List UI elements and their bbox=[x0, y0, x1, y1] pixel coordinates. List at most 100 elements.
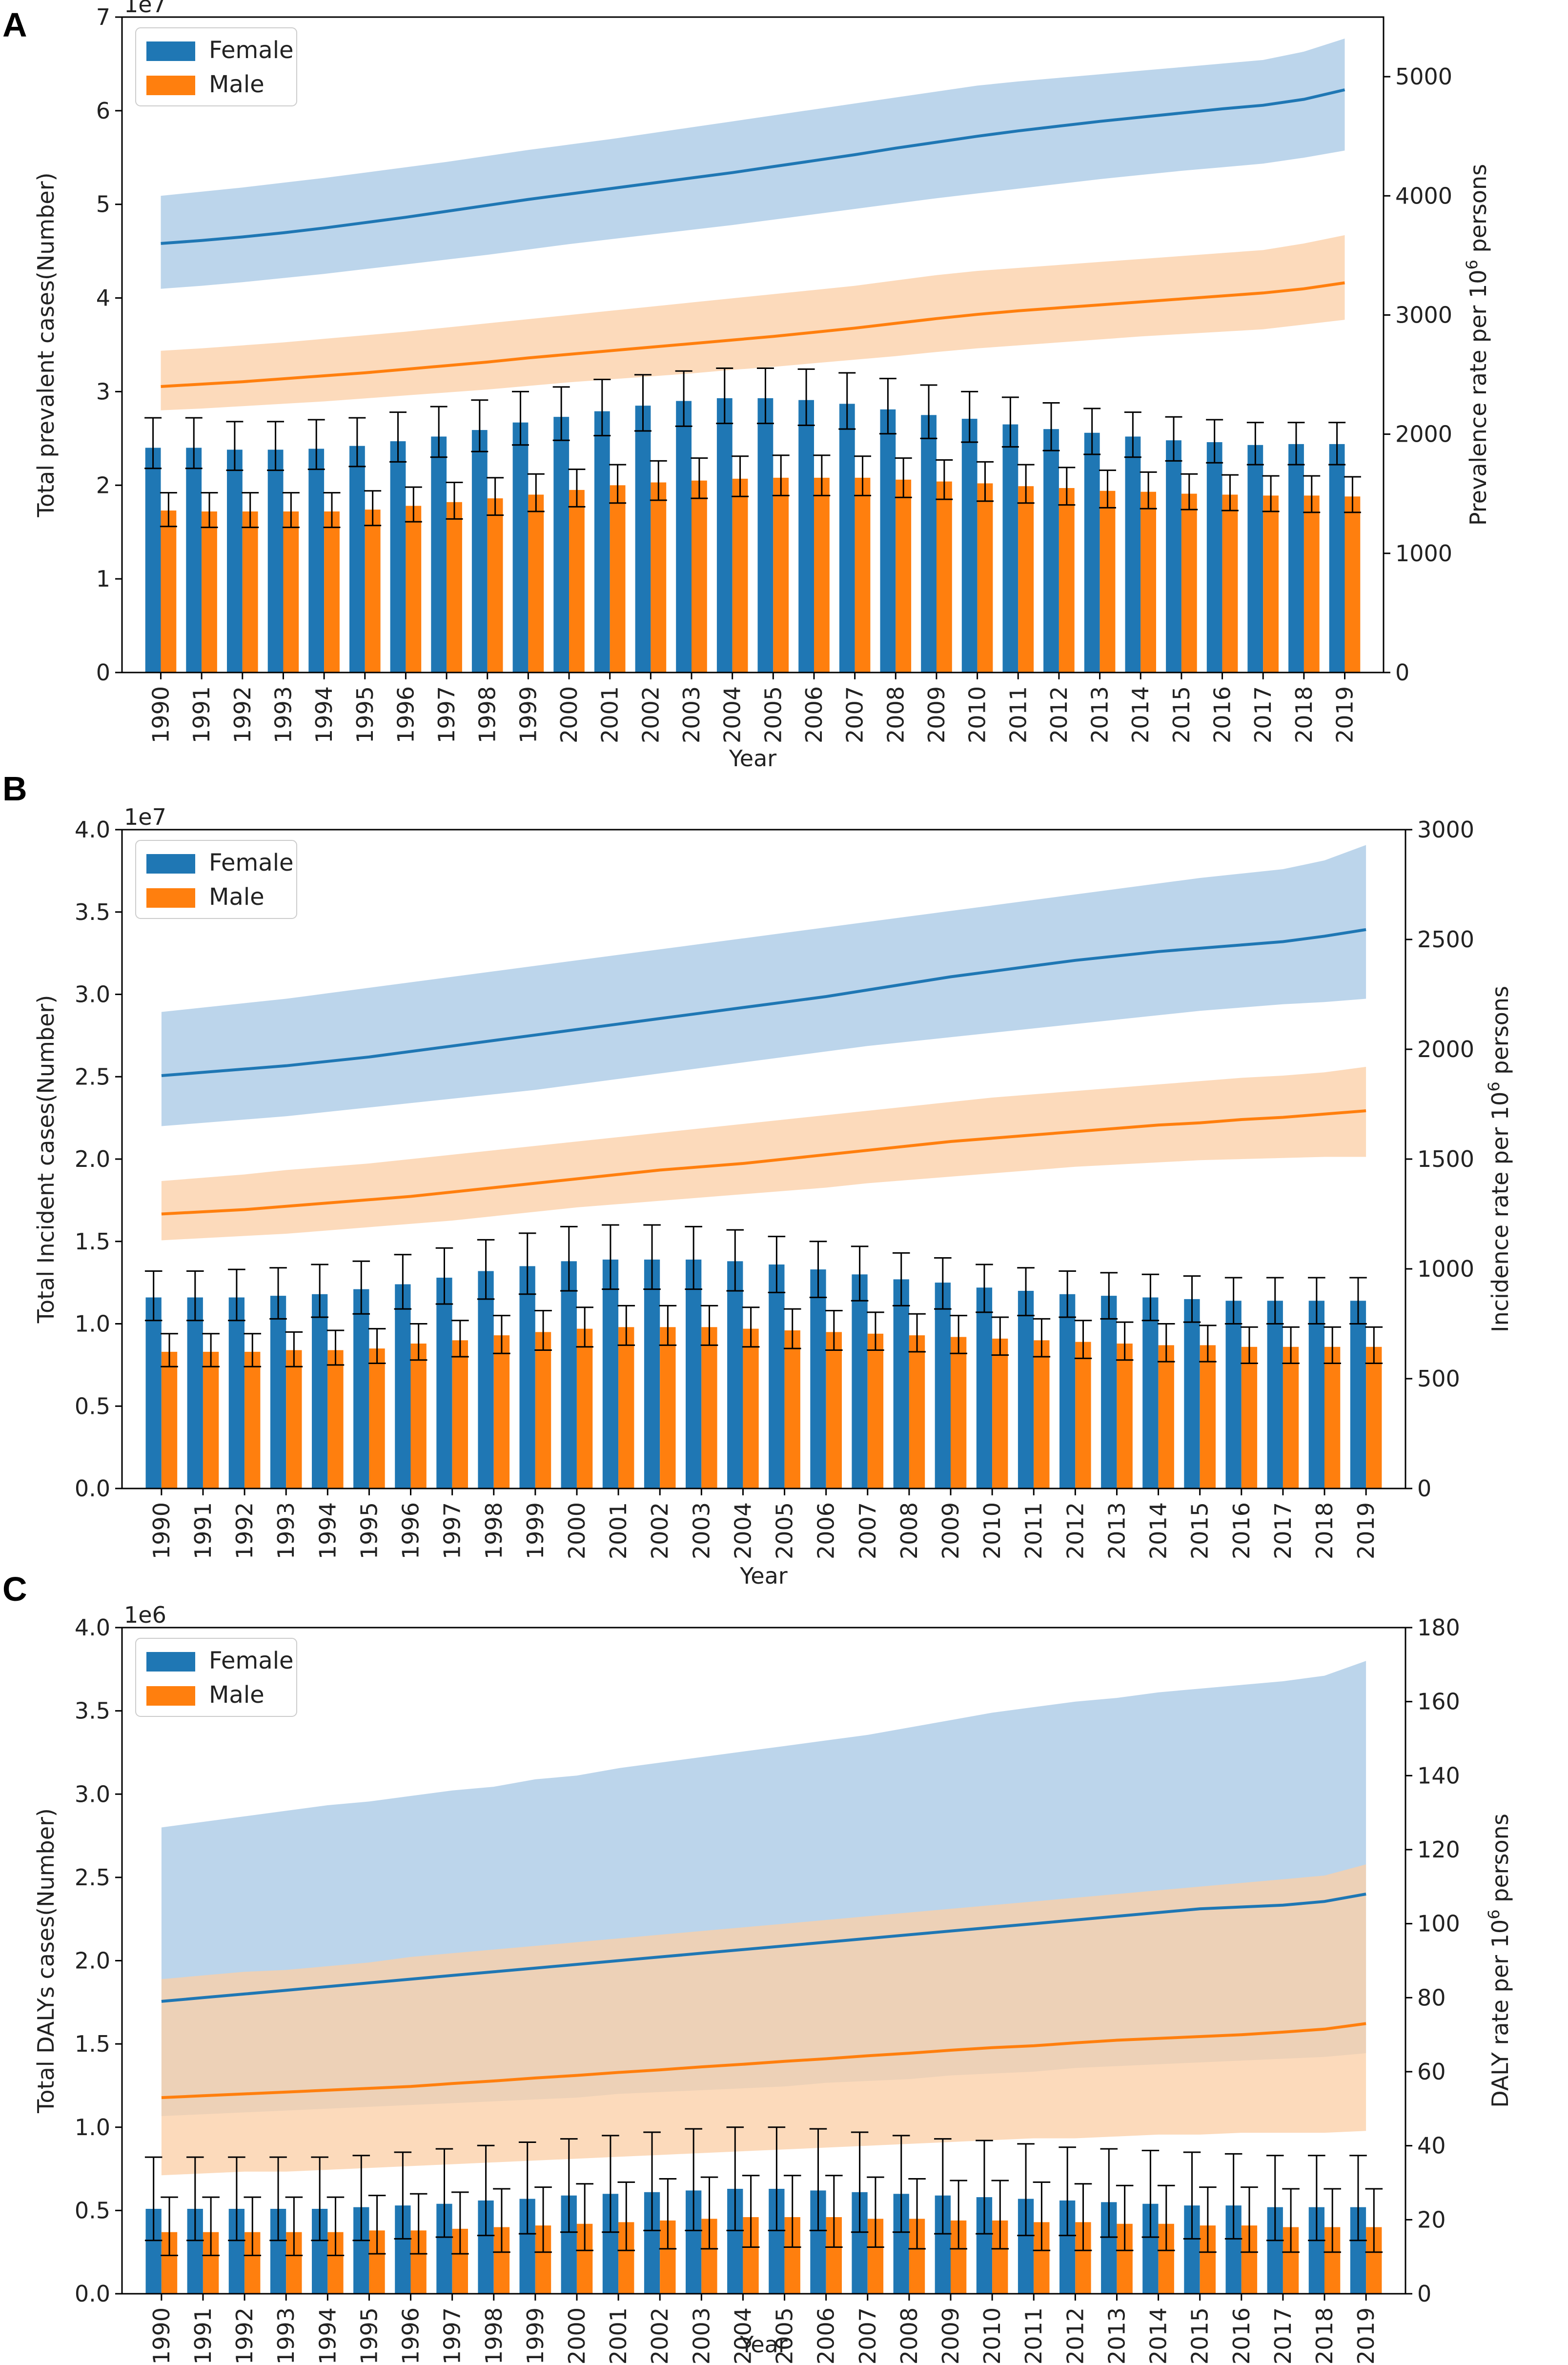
bar-male-1992 bbox=[244, 1351, 261, 1488]
bar-male-2004 bbox=[732, 478, 748, 673]
bar-male-1996 bbox=[406, 506, 422, 673]
ytick-label-left: 2.0 bbox=[75, 1146, 110, 1172]
legend-swatch-male bbox=[146, 1686, 195, 1706]
xtick-label: 2009 bbox=[937, 2307, 964, 2365]
xtick-label: 1993 bbox=[273, 2307, 299, 2365]
bar-female-1996 bbox=[390, 441, 406, 673]
line-male-rate bbox=[161, 2022, 1366, 2100]
xtick-label: 1999 bbox=[515, 686, 541, 743]
bar-male-2000 bbox=[569, 489, 585, 673]
ytick-label-left: 0 bbox=[96, 659, 110, 686]
bar-female-1994 bbox=[312, 1294, 328, 1489]
xtick-label: 2000 bbox=[564, 2307, 590, 2365]
xtick-label: 2009 bbox=[923, 686, 950, 743]
bar-female-1996 bbox=[395, 1284, 411, 1488]
legend-swatch-female bbox=[146, 41, 195, 61]
bar-male-2010 bbox=[977, 483, 993, 673]
xtick-label: 1996 bbox=[398, 1502, 424, 1559]
xtick-label: 2007 bbox=[855, 1502, 881, 1559]
bar-male-1997 bbox=[452, 1340, 468, 1489]
xtick-label: 1991 bbox=[188, 686, 215, 743]
bar-female-2011 bbox=[1018, 1291, 1034, 1488]
xtick-label: 2002 bbox=[647, 1502, 673, 1559]
xtick-label: 1997 bbox=[433, 686, 460, 743]
xtick-label: 2011 bbox=[1005, 686, 1031, 743]
bar-male-2003 bbox=[701, 1327, 717, 1489]
xtick-label: 1998 bbox=[474, 686, 501, 743]
legend-swatch-female bbox=[146, 1652, 195, 1672]
bar-female-2015 bbox=[1166, 440, 1181, 673]
xtick-label: 1992 bbox=[231, 2307, 258, 2365]
ytick-label-left: 0.0 bbox=[75, 1475, 110, 1502]
xtick-label: 1997 bbox=[439, 2307, 466, 2365]
xtick-label: 2018 bbox=[1311, 2307, 1338, 2365]
ytick-label-left: 1.0 bbox=[75, 1311, 110, 1337]
bar-female-2014 bbox=[1142, 1297, 1159, 1488]
xtick-label: 1997 bbox=[439, 1502, 466, 1559]
xaxis-label: Year bbox=[729, 745, 776, 772]
ytick-label-right: 0 bbox=[1417, 1475, 1431, 1502]
xtick-label: 1990 bbox=[148, 2307, 175, 2365]
bar-female-2007 bbox=[839, 404, 855, 673]
xtick-label: 1999 bbox=[522, 2307, 549, 2365]
bar-male-2018 bbox=[1303, 495, 1320, 673]
ytick-label-right: 4000 bbox=[1395, 183, 1452, 209]
bar-male-2009 bbox=[951, 1337, 967, 1488]
ytick-label-right: 1000 bbox=[1417, 1256, 1474, 1282]
xtick-label: 2009 bbox=[937, 1502, 964, 1559]
bar-male-2013 bbox=[1117, 1344, 1133, 1488]
ytick-label-right: 1000 bbox=[1395, 540, 1452, 567]
bar-female-2001 bbox=[594, 411, 610, 673]
xtick-label: 2012 bbox=[1062, 1502, 1088, 1559]
bar-male-2015 bbox=[1200, 1345, 1216, 1488]
bar-male-1999 bbox=[528, 494, 544, 673]
xtick-label: 2011 bbox=[1020, 2307, 1047, 2365]
ytick-label-right: 180 bbox=[1417, 1614, 1460, 1641]
panel-letter: A bbox=[2, 6, 27, 44]
bar-female-2013 bbox=[1084, 432, 1100, 673]
bar-male-2014 bbox=[1158, 1345, 1174, 1488]
legend-label-female: Female bbox=[209, 849, 294, 877]
xtick-label: 1999 bbox=[522, 1502, 549, 1559]
bar-female-2015 bbox=[1184, 1299, 1200, 1488]
bar-male-1993 bbox=[283, 511, 299, 673]
xtick-label: 2002 bbox=[637, 686, 664, 743]
legend: Female Male bbox=[135, 27, 297, 106]
band-male-rate bbox=[161, 1864, 1366, 2176]
panel-letter: C bbox=[2, 1570, 27, 1608]
ytick-label-left: 3 bbox=[96, 378, 110, 405]
bar-female-1995 bbox=[353, 1289, 369, 1488]
bar-female-1997 bbox=[436, 1278, 452, 1488]
bar-male-2016 bbox=[1241, 1346, 1258, 1489]
xtick-label: 2016 bbox=[1228, 1502, 1255, 1559]
bar-female-2011 bbox=[1002, 424, 1018, 673]
xtick-label: 2003 bbox=[688, 1502, 714, 1559]
xtick-label: 1994 bbox=[314, 1502, 341, 1559]
xtick-label: 2018 bbox=[1311, 1502, 1338, 1559]
xtick-label: 1994 bbox=[311, 686, 337, 743]
legend-swatch-male bbox=[146, 76, 195, 95]
line-female-rate bbox=[161, 88, 1345, 245]
bar-male-1999 bbox=[535, 1332, 551, 1488]
legend: Female Male bbox=[135, 1638, 297, 1717]
ytick-label-right: 120 bbox=[1417, 1836, 1460, 1863]
xtick-label: 1990 bbox=[147, 686, 174, 743]
ytick-label-left: 1 bbox=[96, 566, 110, 592]
xtick-label: 2017 bbox=[1270, 2307, 1296, 2365]
bar-female-2000 bbox=[561, 1261, 577, 1489]
ytick-label-left: 4.0 bbox=[75, 1614, 110, 1641]
ytick-label-right: 60 bbox=[1417, 2059, 1446, 2085]
band-male-rate bbox=[161, 235, 1345, 410]
bar-female-2018 bbox=[1288, 444, 1304, 673]
xaxis-label: Year bbox=[739, 1563, 787, 1589]
ytick-label-right: 2000 bbox=[1417, 1036, 1474, 1062]
bar-female-2005 bbox=[769, 1264, 785, 1488]
bar-male-2002 bbox=[660, 1327, 676, 1489]
bar-female-2017 bbox=[1267, 1301, 1283, 1489]
xtick-label: 2005 bbox=[772, 1502, 798, 1559]
xtick-label: 2013 bbox=[1087, 686, 1113, 743]
xtick-label: 2014 bbox=[1127, 686, 1154, 743]
bar-male-2008 bbox=[896, 479, 912, 673]
ytick-label-right: 3000 bbox=[1395, 302, 1452, 328]
ytick-label-left: 2.0 bbox=[75, 1948, 110, 1974]
